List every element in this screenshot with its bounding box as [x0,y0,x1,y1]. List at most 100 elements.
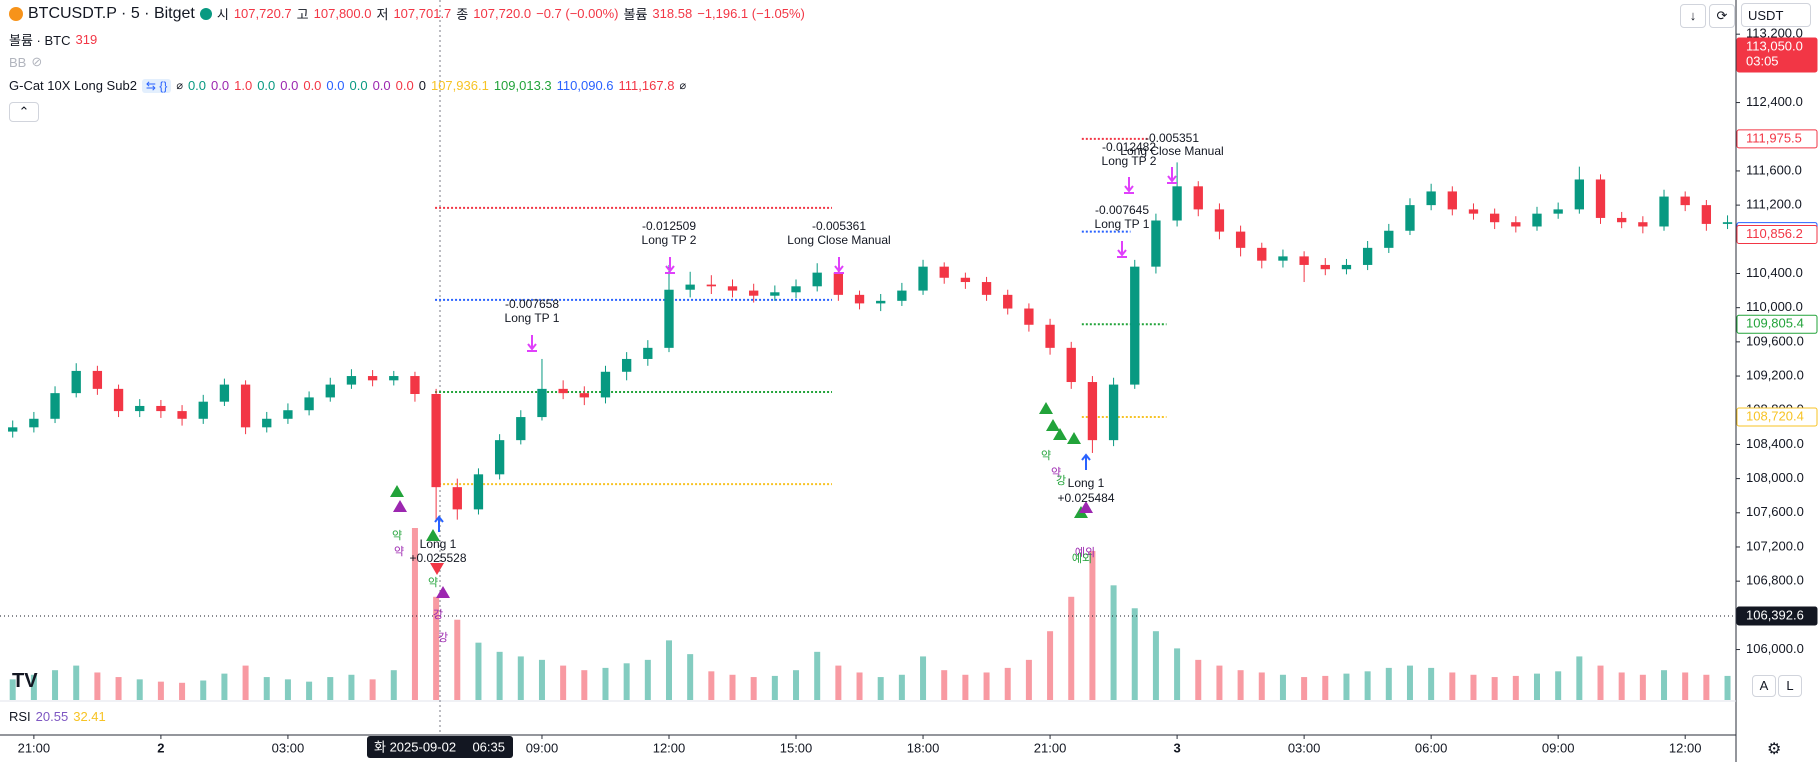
auto-button[interactable]: A [1752,675,1776,697]
volume-bar [898,674,905,700]
scroll-button[interactable]: ↓ [1680,4,1706,28]
signal-label: 강 [438,631,448,644]
candle-body [1722,222,1733,224]
volume-bar [750,677,757,700]
candle-body [1087,382,1098,441]
volume-bar [179,682,186,700]
candle-body [1214,209,1225,232]
indicator-value: 0.0 [257,78,276,93]
candle-body [304,397,314,411]
signal-label: 예외 [1072,552,1092,565]
candle-body [960,277,971,283]
candle-body [29,418,39,428]
hidden-icon[interactable]: ⊘ [31,54,43,69]
price-tag-label: 106,392.6 [1746,607,1804,622]
candle-body [1066,347,1076,383]
candle-body [1638,222,1648,227]
indicator-value: 109,013.3 [493,78,552,93]
volume-bar [538,659,545,700]
y-tick-label: 108,400.0 [1746,436,1804,451]
volume-bar [306,681,313,700]
volume-bar [390,670,397,700]
volume-bar [1322,675,1329,700]
signal-marker [1046,419,1060,431]
volume-bar [1195,659,1202,700]
candle-body [1257,247,1267,261]
x-tick-label: 3 [1173,740,1180,755]
candle-body [1680,196,1690,206]
tp-arrow [1167,167,1177,184]
volume-bar [1152,631,1159,700]
volume-bar [877,677,884,700]
candle-body [558,388,568,394]
header: BTCUSDT.P · 5 · Bitget 시 107,720.7 고 107,8… [9,4,805,23]
volume-bar [1216,665,1223,700]
currency-select[interactable]: USDT [1741,3,1811,27]
ohlc-value: 107,720.0 [473,6,532,21]
volume-bar [1449,672,1456,700]
ohlc-key: 고 [296,7,309,22]
volume-bar [602,667,609,700]
y-tick-label: 113,200.0 [1746,26,1803,41]
price-tag-label: 113,050.0 [1746,38,1803,53]
volume-legend[interactable]: 볼륨 · BTC 319 [9,30,97,49]
volume-bar [1279,674,1286,700]
status-dot [199,7,212,20]
volume-bar [1703,674,1710,700]
trade-annotation: -0.007645 [1095,203,1149,217]
signal-marker [390,485,404,497]
log-button[interactable]: L [1778,675,1802,697]
rsi-legend[interactable]: RSI 20.55 32.41 [9,709,106,724]
signal-marker [1079,501,1093,513]
signal-label: 약 [394,544,404,558]
indicator-value: 0.0 [280,78,299,93]
reset-button[interactable]: ⟳ [1709,4,1735,28]
volume-bar [1047,631,1054,700]
volume-bar [1174,648,1181,700]
signal-label: 강 [1056,474,1066,487]
tp-arrow [1124,177,1134,194]
volume-bar [263,677,270,700]
indicator-legend[interactable]: G-Cat 10X Long Sub2 ⇆ {} ⌀ 0.0 0.0 1.0 0.0 0… [9,78,686,93]
price-tag-countdown: 03:05 [1746,53,1779,68]
volume-bar [1597,665,1604,700]
volume-key: 볼륨 [623,7,648,22]
candle-body [113,388,124,412]
entry-arrow [434,515,444,532]
indicator-value: 0.0 [395,78,414,93]
tp-arrow [834,257,844,274]
candle-body [685,284,695,290]
volume-bar [433,596,440,700]
change: −1,196.1 (−1.05%) [697,6,805,21]
y-tick-label: 110,000.0 [1746,299,1803,314]
x-tick-label: 03:00 [1288,740,1321,755]
collapse-button[interactable]: ⌃ [9,102,39,122]
candle-body [1362,247,1373,265]
volume-bar [665,640,672,700]
volume-bar [1385,667,1392,700]
volume-bar [1258,672,1265,700]
candle-body [1701,205,1712,224]
candle-body [1553,209,1563,214]
candle-body [198,401,208,419]
source-badge[interactable]: ⇆ {} [141,78,172,93]
price-tag-label: 109,805.4 [1746,316,1804,331]
symbol[interactable]: BTCUSDT.P · 5 · Bitget [28,4,195,22]
volume-bar [1089,550,1096,700]
x-tick-label: 06:00 [1415,740,1448,755]
candle-body [494,440,505,475]
signal-marker [436,586,450,598]
candle-body [389,376,399,381]
volume-bar [136,679,143,700]
settings-icon[interactable]: ⚙ [1767,741,1782,758]
rsi-value: 20.55 [35,709,69,724]
volume-bar [200,680,207,700]
trade-annotation: -0.007658 [505,297,559,311]
trade-annotation: Long Close Manual [787,233,890,247]
volume-bar [1533,673,1540,700]
rsi-value: 32.41 [73,709,106,724]
volume-bar [242,665,249,700]
tp-arrow [1117,241,1127,258]
bb-legend[interactable]: BB ⊘ [9,54,42,70]
